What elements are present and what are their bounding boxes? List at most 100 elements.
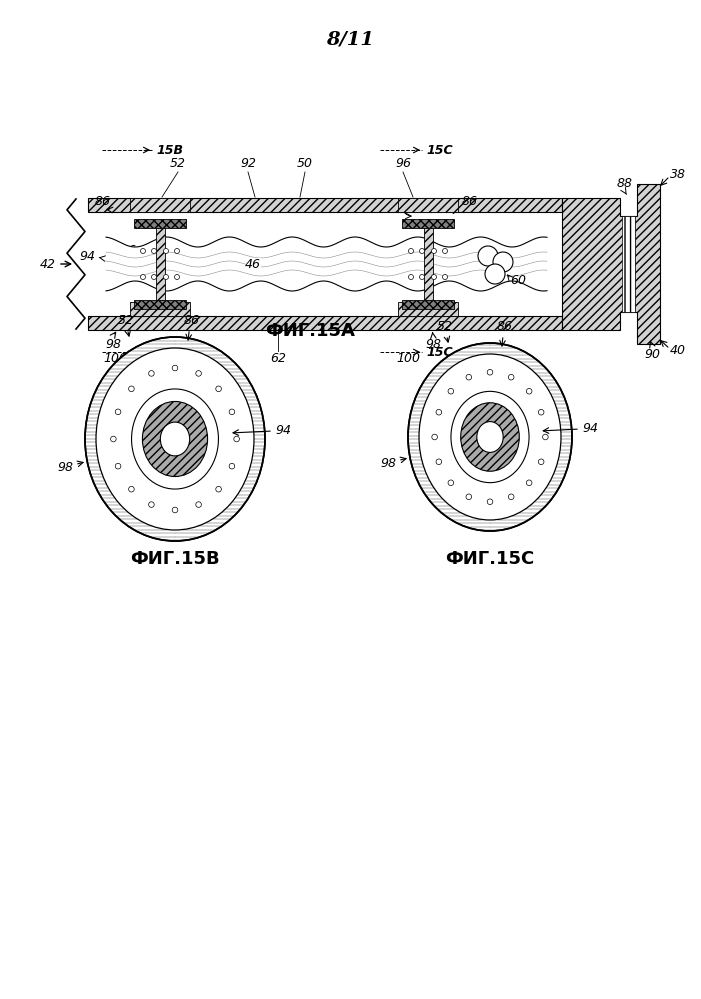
Circle shape (432, 435, 437, 440)
Bar (622, 216, 635, 312)
Ellipse shape (142, 402, 207, 477)
Circle shape (538, 459, 544, 465)
Circle shape (409, 275, 414, 280)
Text: 94: 94 (79, 250, 95, 263)
Circle shape (149, 371, 154, 377)
Bar (156, 228, 165, 300)
Text: 90: 90 (644, 348, 660, 361)
Circle shape (442, 275, 447, 280)
Text: 86: 86 (95, 195, 111, 208)
Bar (88, 198, 562, 212)
Circle shape (448, 480, 454, 486)
Ellipse shape (408, 343, 572, 531)
Circle shape (526, 480, 532, 486)
Bar (398, 198, 458, 212)
Circle shape (172, 507, 178, 512)
Text: 96: 96 (395, 157, 411, 170)
Text: 50: 50 (297, 157, 313, 170)
Text: 96: 96 (120, 244, 136, 257)
Circle shape (508, 495, 514, 500)
Bar (88, 316, 562, 330)
Circle shape (216, 386, 222, 392)
Circle shape (151, 275, 156, 280)
Text: 86: 86 (183, 314, 199, 327)
Text: 98: 98 (105, 338, 121, 351)
Text: ФИГ.15С: ФИГ.15С (445, 550, 535, 568)
Text: 38: 38 (670, 168, 686, 181)
Circle shape (111, 437, 116, 442)
Circle shape (409, 249, 414, 254)
Text: 15B: 15B (156, 144, 183, 157)
Circle shape (448, 389, 454, 394)
Text: ФИГ.15А: ФИГ.15А (265, 322, 355, 340)
Ellipse shape (461, 403, 519, 472)
Text: 40: 40 (670, 345, 686, 358)
Circle shape (229, 464, 235, 469)
Circle shape (485, 264, 505, 284)
Circle shape (151, 249, 156, 254)
Circle shape (196, 371, 201, 377)
Text: 88: 88 (617, 177, 633, 190)
Circle shape (172, 366, 178, 371)
Circle shape (442, 249, 447, 254)
Bar (402, 300, 454, 309)
Circle shape (419, 275, 425, 280)
Circle shape (436, 410, 442, 415)
Circle shape (175, 275, 179, 280)
Text: 15B: 15B (156, 346, 183, 359)
Circle shape (234, 437, 240, 442)
Circle shape (487, 370, 493, 375)
Circle shape (508, 375, 514, 380)
Text: 100: 100 (103, 352, 127, 365)
Circle shape (128, 386, 134, 392)
Text: 52: 52 (118, 314, 133, 327)
Text: 62: 62 (270, 352, 286, 365)
Circle shape (466, 495, 472, 500)
Ellipse shape (96, 348, 254, 530)
Bar (134, 219, 186, 228)
Ellipse shape (85, 337, 265, 541)
Text: 86: 86 (497, 320, 512, 333)
Circle shape (149, 501, 154, 507)
Circle shape (140, 249, 146, 254)
Text: ФИГ.15В: ФИГ.15В (130, 550, 220, 568)
Circle shape (216, 487, 222, 492)
Ellipse shape (451, 392, 529, 483)
Circle shape (526, 389, 532, 394)
Circle shape (478, 246, 498, 266)
Text: 52: 52 (170, 157, 186, 170)
Text: 94: 94 (275, 425, 291, 438)
Circle shape (115, 409, 121, 415)
Circle shape (196, 501, 201, 507)
Circle shape (493, 252, 513, 272)
Bar (130, 198, 190, 212)
Bar (398, 302, 458, 316)
Polygon shape (562, 184, 660, 344)
Circle shape (432, 249, 437, 254)
Circle shape (466, 375, 472, 380)
Text: 46: 46 (245, 258, 261, 271)
Circle shape (229, 409, 235, 415)
Circle shape (128, 487, 134, 492)
Text: 86: 86 (462, 195, 478, 208)
Bar (130, 302, 190, 316)
Ellipse shape (161, 423, 190, 456)
Text: 42: 42 (40, 258, 56, 271)
Circle shape (419, 249, 425, 254)
Text: 100: 100 (396, 352, 420, 365)
Circle shape (538, 410, 544, 415)
Ellipse shape (477, 422, 503, 453)
Text: 8/11: 8/11 (326, 30, 374, 48)
Circle shape (140, 275, 146, 280)
Text: 60: 60 (510, 274, 526, 287)
Circle shape (543, 435, 548, 440)
Circle shape (487, 499, 493, 504)
Circle shape (115, 464, 121, 469)
Text: 15C: 15C (426, 346, 453, 359)
Text: 92: 92 (240, 157, 256, 170)
Circle shape (163, 275, 168, 280)
Circle shape (175, 249, 179, 254)
Ellipse shape (132, 389, 219, 490)
Bar (402, 219, 454, 228)
Circle shape (432, 275, 437, 280)
